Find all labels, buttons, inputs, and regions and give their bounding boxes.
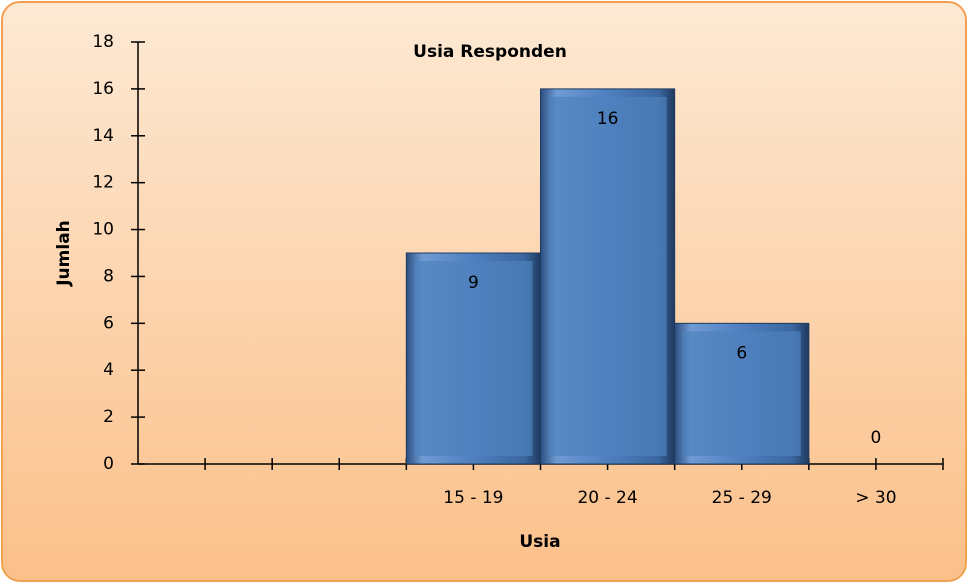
data-label: 0 <box>871 428 882 448</box>
x-tick-label: 20 - 24 <box>577 488 637 508</box>
x-axis-label: Usia <box>519 532 560 552</box>
bar <box>674 322 810 465</box>
bar-bevel <box>548 96 667 456</box>
y-tick-label: 12 <box>92 173 114 193</box>
bar <box>405 252 542 465</box>
y-tick-label: 8 <box>103 266 114 286</box>
y-tick-label: 14 <box>92 126 114 146</box>
y-tick-label: 10 <box>92 220 114 240</box>
y-tick-label: 18 <box>92 32 114 52</box>
data-label: 6 <box>736 343 747 363</box>
chart-title: Usia Responden <box>413 42 567 62</box>
y-tick-label: 2 <box>103 407 114 427</box>
y-axis-label: Jumlah <box>54 220 74 287</box>
y-tick-label: 0 <box>103 454 114 474</box>
data-label: 16 <box>597 109 619 129</box>
x-tick-label: 25 - 29 <box>712 488 772 508</box>
x-tick-label: 15 - 19 <box>443 488 503 508</box>
y-tick-label: 16 <box>92 79 114 99</box>
y-tick-label: 4 <box>103 360 114 380</box>
x-tick-label: > 30 <box>855 488 896 508</box>
bar-bevel <box>682 331 801 456</box>
data-label: 9 <box>468 273 479 293</box>
bar <box>540 88 676 465</box>
bar-bevel <box>414 261 533 456</box>
y-tick-label: 6 <box>103 313 114 333</box>
